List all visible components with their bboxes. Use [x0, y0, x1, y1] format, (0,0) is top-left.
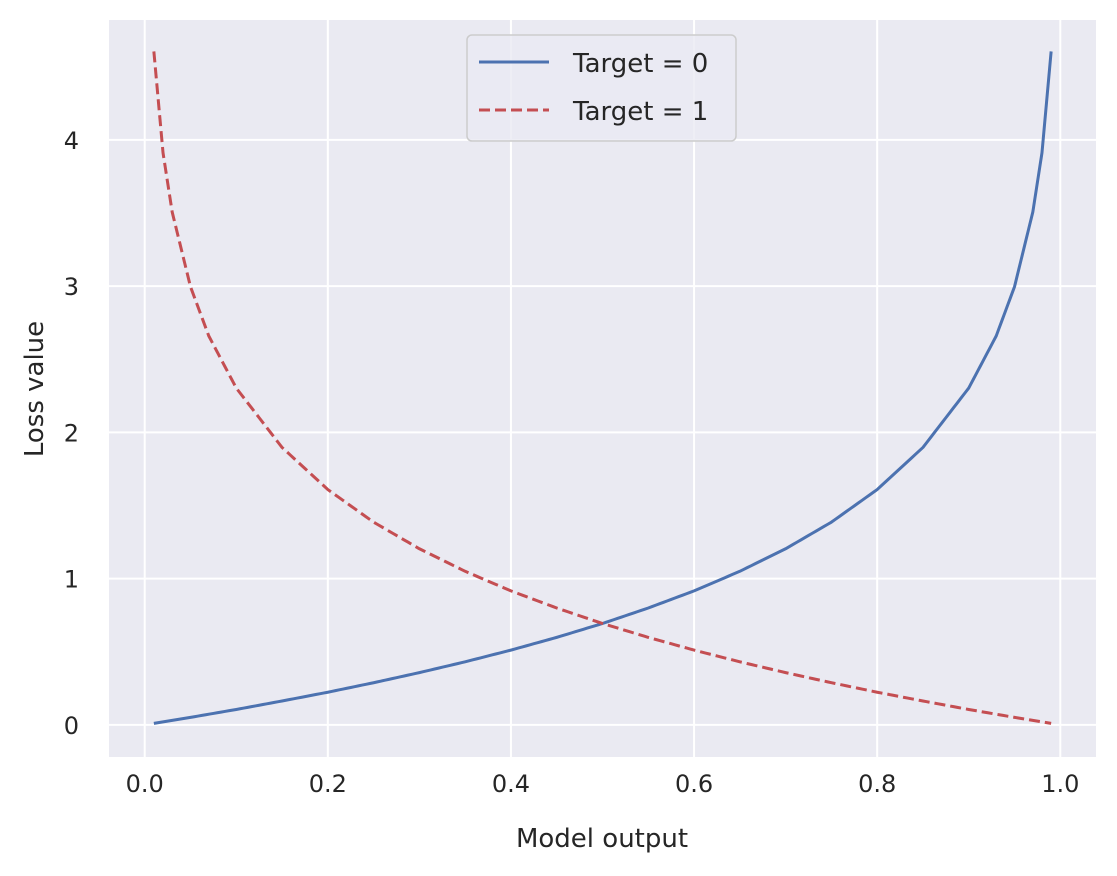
- plot-background: [109, 20, 1096, 757]
- series-lines: [152, 51, 1053, 725]
- legend: Target = 0 Target = 1: [466, 34, 737, 142]
- y-tick-labels: 0 1 2 3 4: [64, 127, 79, 740]
- y-tick-label: 0: [64, 712, 79, 740]
- series-line-target-0: [153, 51, 1053, 725]
- y-tick-label: 4: [64, 127, 79, 155]
- y-tick-label: 3: [64, 273, 79, 301]
- y-tick-label: 1: [64, 566, 79, 594]
- legend-label-target-1: Target = 1: [572, 97, 708, 127]
- y-axis-label: Loss value: [20, 321, 50, 457]
- series-line-target-1: [152, 51, 1052, 725]
- y-tick-label: 2: [64, 419, 79, 447]
- x-tick-labels: 0.0 0.2 0.4 0.6 0.8 1.0: [126, 770, 1080, 798]
- x-tick-label: 1.0: [1041, 770, 1079, 798]
- x-tick-label: 0.6: [675, 770, 713, 798]
- x-tick-label: 0.4: [492, 770, 530, 798]
- x-axis-label: Model output: [516, 824, 688, 854]
- x-tick-label: 0.0: [126, 770, 164, 798]
- x-tick-label: 0.8: [858, 770, 896, 798]
- x-tick-label: 0.2: [309, 770, 347, 798]
- legend-label-target-0: Target = 0: [572, 49, 708, 79]
